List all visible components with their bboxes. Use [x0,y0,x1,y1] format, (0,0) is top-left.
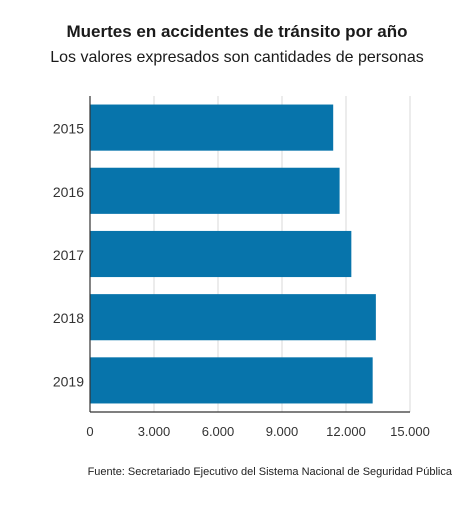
x-tick-label: 12.000 [326,424,366,439]
bar-2016 [90,167,340,214]
chart-subtitle: Los valores expresados son cantidades de… [50,49,424,66]
source-note: Fuente: Secretariado Ejecutivo del Siste… [87,466,452,478]
x-tick-label: 15.000 [390,424,430,439]
x-tick-label: 6.000 [202,424,235,439]
y-tick-label: 2015 [53,121,84,137]
chart-title: Muertes en accidentes de tránsito por añ… [66,22,408,41]
bar-2015 [90,104,334,151]
x-tick-label: 3.000 [138,424,171,439]
axes [89,96,410,413]
bar-2019 [90,357,373,404]
bar-2018 [90,294,376,341]
y-tick-label: 2018 [53,310,84,326]
tick-labels: 2015 2016 2017 2018 2019 0 3.000 6.000 9.000 12.0… [53,121,430,439]
bars [90,104,376,404]
bar-2017 [90,230,352,278]
y-tick-label: 2019 [53,373,84,389]
y-tick-label: 2016 [53,184,84,200]
x-tick-label: 9.000 [266,424,299,439]
y-tick-label: 2017 [53,247,84,263]
x-tick-label: 0 [86,424,93,439]
